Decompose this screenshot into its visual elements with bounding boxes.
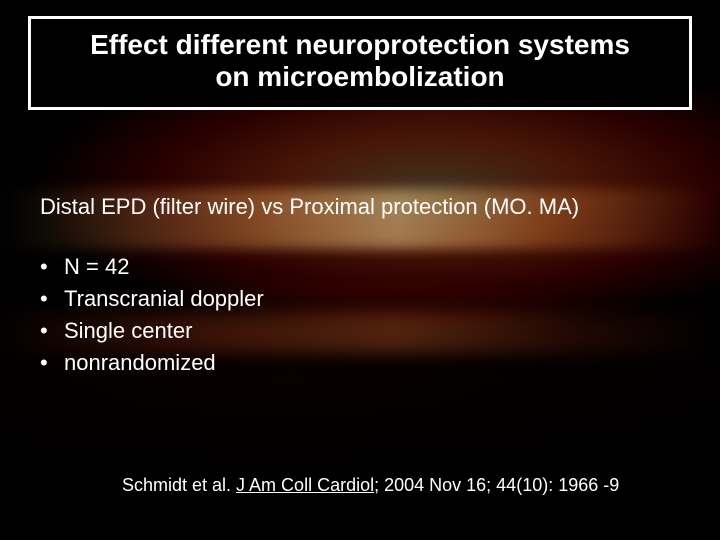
citation-suffix: 2004 Nov 16; 44(10): 1966 -9 bbox=[379, 475, 619, 495]
citation-authors: Schmidt et al. bbox=[122, 475, 236, 495]
bullet-icon: • bbox=[40, 254, 64, 280]
list-item: • nonrandomized bbox=[40, 350, 264, 376]
bullet-icon: • bbox=[40, 286, 64, 312]
bullet-icon: • bbox=[40, 350, 64, 376]
title-line-1: Effect different neuroprotection systems bbox=[90, 29, 630, 60]
citation: Schmidt et al. J Am Coll Cardiol; 2004 N… bbox=[122, 475, 700, 496]
list-item: • N = 42 bbox=[40, 254, 264, 280]
list-item: • Single center bbox=[40, 318, 264, 344]
bullet-text: N = 42 bbox=[64, 254, 129, 280]
bullet-icon: • bbox=[40, 318, 64, 344]
title-line-2: on microembolization bbox=[215, 61, 504, 92]
bullet-text: nonrandomized bbox=[64, 350, 216, 376]
bullet-text: Single center bbox=[64, 318, 192, 344]
bullet-list: • N = 42 • Transcranial doppler • Single… bbox=[40, 254, 264, 382]
list-item: • Transcranial doppler bbox=[40, 286, 264, 312]
slide-container: Effect different neuroprotection systems… bbox=[0, 0, 720, 540]
bullet-text: Transcranial doppler bbox=[64, 286, 264, 312]
title-box: Effect different neuroprotection systems… bbox=[28, 16, 692, 110]
comparison-subtitle: Distal EPD (filter wire) vs Proximal pro… bbox=[40, 194, 700, 220]
slide-title: Effect different neuroprotection systems… bbox=[49, 29, 671, 93]
citation-journal: J Am Coll Cardiol; bbox=[236, 475, 379, 495]
